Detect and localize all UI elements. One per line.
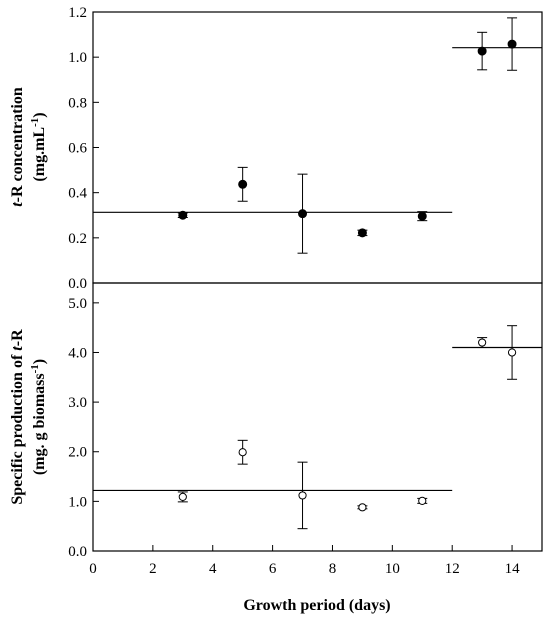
top-data-point xyxy=(238,179,248,189)
top-plot-frame xyxy=(92,11,543,284)
bottom-data-point xyxy=(298,491,307,500)
bottom-y-tick-label: 1.0 xyxy=(68,494,87,510)
top-y-unit-main: (mg.mL xyxy=(31,127,48,182)
bottom-y-title-end: -R xyxy=(9,329,26,346)
top-y-tick-label: 0.0 xyxy=(68,276,87,292)
x-tick-label: 14 xyxy=(505,561,521,577)
x-tick-label: 4 xyxy=(209,561,217,577)
x-axis-title: Growth period (days) xyxy=(243,597,390,614)
top-panel: 0.0 0.2 0.4 0.6 0.8 1.0 1.2 xyxy=(68,5,543,292)
top-y-tick-label: 0.6 xyxy=(68,141,87,157)
bottom-y-axis-unit: (mg. g biomass-1) xyxy=(29,359,48,475)
bottom-data-point xyxy=(358,503,367,512)
top-y-tick-label: 0.2 xyxy=(68,231,87,247)
bottom-data-point xyxy=(478,338,487,347)
bottom-data-point xyxy=(238,448,247,457)
top-data-point xyxy=(477,46,487,56)
bottom-y-tick-label: 3.0 xyxy=(68,395,87,411)
top-y-axis-title: t-R concentration xyxy=(9,87,26,207)
bottom-y-unit-end: ) xyxy=(31,359,48,364)
top-y-axis-unit: (mg.mL-1) xyxy=(29,112,48,181)
bottom-y-tick-label: 4.0 xyxy=(68,345,87,361)
bottom-y-unit-main: (mg. g biomass xyxy=(31,373,48,475)
top-y-tick-label: 0.4 xyxy=(68,186,87,202)
x-tick-label: 2 xyxy=(149,561,157,577)
top-y-title-italic: t xyxy=(9,202,26,207)
bottom-panel: 0.0 1.0 2.0 3.0 4.0 5.0 0 2 4 6 8 10 12 14 xyxy=(68,282,543,577)
top-y-tick-label: 0.8 xyxy=(68,95,87,111)
bottom-y-unit-sup: -1 xyxy=(29,364,41,373)
bottom-data-point xyxy=(178,492,187,502)
top-data-point xyxy=(507,39,517,49)
bottom-plot-frame xyxy=(92,282,543,552)
bottom-data-point xyxy=(507,348,517,357)
x-tick-label: 0 xyxy=(89,561,97,577)
x-tick-label: 10 xyxy=(385,561,400,577)
bottom-y-axis-title: Specific production of t-R xyxy=(9,329,26,505)
top-y-unit-sup: -1 xyxy=(29,118,41,127)
bottom-y-title-italic: t xyxy=(9,346,26,351)
x-tick-label: 8 xyxy=(329,561,337,577)
bottom-y-tick-label: 5.0 xyxy=(68,296,87,312)
top-y-tick-label: 1.2 xyxy=(68,5,87,21)
bottom-data-point xyxy=(418,496,427,505)
top-data-point xyxy=(298,209,308,219)
x-tick-label: 6 xyxy=(269,561,277,577)
bottom-y-title-plain: Specific production of xyxy=(9,351,26,505)
bottom-y-tick-label: 2.0 xyxy=(68,445,87,461)
top-data-point xyxy=(178,210,188,220)
top-data-point xyxy=(357,228,367,238)
top-data-point xyxy=(417,211,427,221)
top-y-tick-label: 1.0 xyxy=(68,50,87,66)
top-y-unit-end: ) xyxy=(31,112,48,117)
bottom-y-tick-label: 0.0 xyxy=(68,544,87,560)
x-tick-label: 12 xyxy=(445,561,460,577)
top-y-title-rest: -R concentration xyxy=(9,87,26,202)
